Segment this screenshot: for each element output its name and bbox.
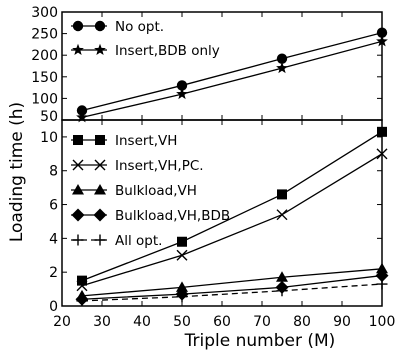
legend-entry: Bulkload,VH,BDB (115, 208, 230, 224)
data-point (276, 285, 288, 297)
y-tick-label: 0 (49, 299, 58, 315)
legend-entry: Insert,BDB only (115, 43, 220, 59)
legend-marker (93, 208, 107, 222)
x-tick-label: 90 (333, 314, 351, 330)
legend-marker (94, 234, 106, 246)
data-point (376, 35, 388, 47)
y-tick-label: 150 (31, 70, 58, 86)
data-point (375, 269, 389, 283)
x-tick-label: 20 (53, 314, 71, 330)
data-point (177, 236, 187, 247)
legend-marker (95, 135, 105, 145)
legend-entry: Insert,VH,PC. (115, 158, 204, 174)
x-axis-label: Triple number (M) (184, 331, 336, 351)
x-tick-label: 50 (173, 314, 191, 330)
y-tick-label: 8 (49, 164, 58, 180)
series-line (81, 40, 383, 119)
y-tick-label: 100 (31, 91, 58, 107)
x-tick-label: 100 (369, 314, 396, 330)
data-point (76, 105, 88, 116)
legend-marker (71, 208, 85, 222)
data-point (376, 27, 388, 38)
series-line (81, 283, 383, 302)
series-line (81, 153, 383, 287)
legend-entry: Insert,VH (115, 133, 177, 149)
series-line (81, 274, 383, 300)
x-tick-label: 70 (253, 314, 271, 330)
series-line (81, 32, 383, 112)
legend-marker (72, 184, 84, 195)
legend-entry: All opt. (115, 233, 162, 249)
data-point (76, 295, 88, 307)
data-point (376, 262, 388, 274)
data-point (176, 87, 188, 100)
series-line (81, 268, 383, 297)
legend-entry: Bulkload,VH (115, 183, 197, 199)
y-axis-label: Loading time (h) (7, 102, 27, 242)
data-point (376, 278, 388, 290)
legend-marker (94, 43, 106, 56)
data-point (176, 291, 188, 303)
y-tick-label: 200 (31, 48, 58, 64)
legend-marker (72, 234, 84, 246)
y-tick-label: 6 (49, 198, 58, 214)
legend-marker (72, 159, 84, 171)
x-tick-label: 60 (213, 314, 231, 330)
series-line (81, 131, 383, 282)
data-point (76, 111, 88, 123)
data-point (276, 53, 288, 64)
legend-marker (73, 135, 83, 145)
data-point (276, 61, 288, 74)
legend-marker (94, 20, 106, 32)
y-tick-label: 50 (40, 109, 58, 125)
data-point (276, 209, 288, 221)
legend-marker (72, 20, 84, 32)
data-point (377, 126, 387, 137)
y-tick-label: 300 (31, 5, 58, 21)
data-point (176, 281, 188, 292)
legend-marker (72, 43, 84, 56)
data-point (76, 280, 88, 292)
y-tick-label: 4 (49, 231, 58, 247)
y-tick-label: 250 (31, 27, 58, 43)
data-point (176, 80, 188, 91)
x-tick-label: 80 (293, 314, 311, 330)
data-point (77, 275, 87, 286)
data-point (277, 189, 287, 200)
x-tick-label: 30 (93, 314, 111, 330)
data-point (176, 249, 188, 261)
x-tick-label: 40 (133, 314, 151, 330)
y-tick-label: 10 (40, 130, 58, 146)
legend-marker (94, 184, 106, 195)
data-point (276, 271, 288, 282)
legend-marker (94, 159, 106, 171)
data-point (376, 148, 388, 160)
y-tick-label: 2 (49, 265, 58, 281)
legend-entry: No opt. (115, 19, 164, 35)
